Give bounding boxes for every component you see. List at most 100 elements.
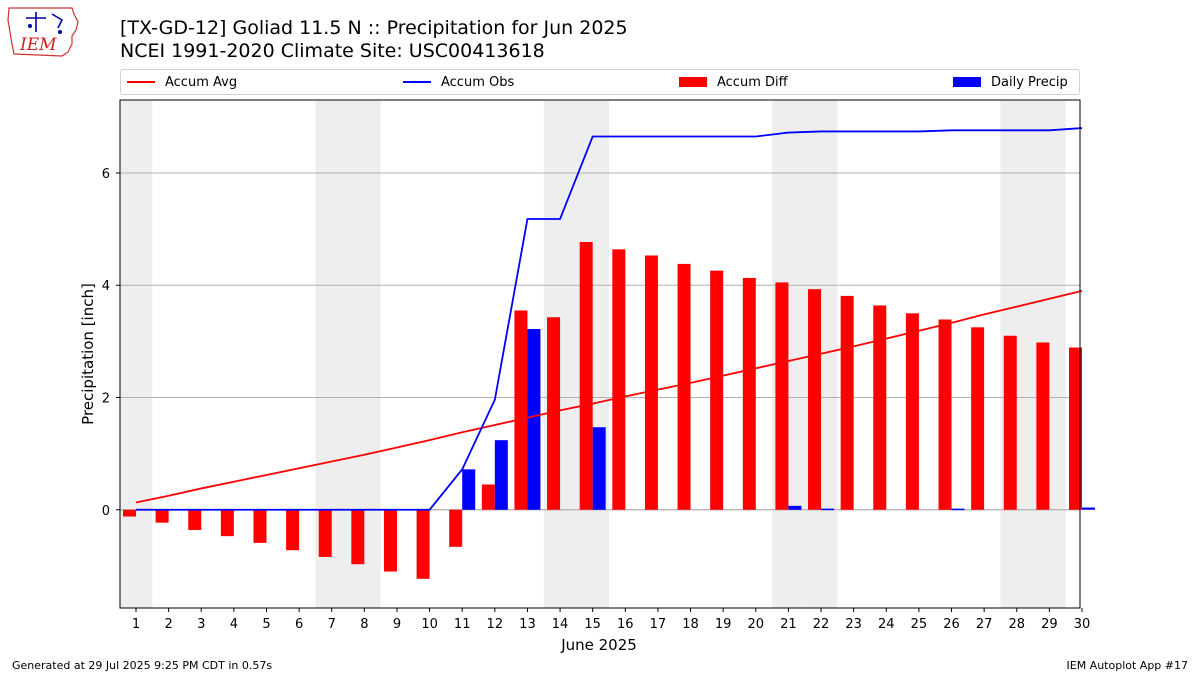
accum-diff-bar bbox=[286, 509, 300, 551]
daily-precip-bar bbox=[592, 427, 606, 510]
daily-precip-bar bbox=[462, 469, 476, 510]
accum-diff-bar bbox=[873, 305, 887, 510]
accum-diff-bar bbox=[1003, 335, 1017, 510]
daily-precip-bar bbox=[821, 508, 835, 511]
x-tick-label: 12 bbox=[487, 617, 504, 632]
x-tick-label: 20 bbox=[748, 617, 765, 632]
accum-diff-bar bbox=[742, 277, 756, 510]
legend-item-accum-avg: Accum Avg bbox=[127, 70, 237, 94]
plot-border bbox=[119, 99, 1081, 609]
daily-precip-bar bbox=[494, 440, 508, 510]
legend-swatch-accum-diff bbox=[679, 77, 707, 87]
accum-obs-line bbox=[136, 127, 1083, 511]
x-tick-label: 28 bbox=[1008, 617, 1025, 632]
legend-label-accum-avg: Accum Avg bbox=[165, 74, 238, 90]
daily-precip-bar bbox=[527, 329, 541, 510]
y-axis-ticks: 0 2 4 6 bbox=[102, 167, 120, 519]
accum-diff-bar bbox=[905, 313, 919, 510]
legend-swatch-daily-precip bbox=[953, 77, 981, 87]
legend-swatch-accum-avg bbox=[127, 81, 155, 83]
accum-diff-bar bbox=[188, 509, 202, 530]
accum-diff-bar bbox=[710, 270, 724, 510]
accum-diff-bar bbox=[155, 509, 169, 523]
x-tick-label: 25 bbox=[911, 617, 928, 632]
iem-logo: IEM bbox=[6, 4, 82, 60]
title-line-2: NCEI 1991-2020 Climate Site: USC00413618 bbox=[120, 40, 545, 62]
accum-diff-bar bbox=[318, 509, 332, 557]
bar-marks bbox=[123, 242, 1095, 579]
x-tick-label: 7 bbox=[328, 617, 336, 632]
x-tick-label: 6 bbox=[295, 617, 303, 632]
x-axis-label: June 2025 bbox=[560, 636, 637, 654]
chart-legend: Accum Avg Accum Obs Accum Diff Daily Pre… bbox=[120, 69, 1080, 95]
x-tick-label: 2 bbox=[164, 617, 172, 632]
accum-diff-bar bbox=[579, 242, 593, 510]
x-tick-label: 14 bbox=[552, 617, 569, 632]
x-tick-label: 15 bbox=[584, 617, 601, 632]
daily-precip-bar bbox=[951, 508, 965, 511]
legend-item-accum-diff: Accum Diff bbox=[679, 70, 788, 94]
x-tick-label: 23 bbox=[845, 617, 862, 632]
daily-precip-bar bbox=[788, 505, 802, 510]
x-tick-label: 11 bbox=[454, 617, 471, 632]
x-tick-label: 16 bbox=[617, 617, 634, 632]
iowa-map-icon: IEM bbox=[7, 7, 79, 57]
accum-diff-bar bbox=[220, 509, 234, 537]
generated-timestamp: Generated at 29 Jul 2025 9:25 PM CDT in … bbox=[12, 659, 273, 672]
accum-diff-bar bbox=[644, 255, 658, 510]
x-tick-label: 13 bbox=[519, 617, 536, 632]
legend-label-accum-diff: Accum Diff bbox=[717, 74, 788, 90]
legend-item-accum-obs: Accum Obs bbox=[403, 70, 514, 94]
x-tick-label: 17 bbox=[650, 617, 667, 632]
accum-diff-bar bbox=[1069, 347, 1082, 510]
accum-diff-bar bbox=[677, 263, 691, 510]
x-tick-label: 8 bbox=[360, 617, 368, 632]
accum-diff-bar bbox=[840, 295, 854, 510]
x-tick-label: 9 bbox=[393, 617, 401, 632]
app-credit: IEM Autoplot App #17 bbox=[1066, 659, 1189, 672]
chart-title: [TX-GD-12] Goliad 11.5 N :: Precipitatio… bbox=[120, 17, 628, 63]
y-tick-label: 4 bbox=[102, 279, 110, 294]
legend-swatch-accum-obs bbox=[403, 81, 431, 83]
accum-diff-bar bbox=[1036, 342, 1050, 510]
accum-diff-bar bbox=[449, 509, 463, 547]
accum-diff-bar bbox=[612, 249, 626, 510]
x-tick-label: 19 bbox=[715, 617, 732, 632]
plot-frame bbox=[119, 99, 1081, 609]
x-tick-label: 26 bbox=[943, 617, 960, 632]
x-tick-label: 30 bbox=[1074, 617, 1091, 632]
x-tick-label: 4 bbox=[230, 617, 238, 632]
accum-diff-bar bbox=[971, 327, 985, 510]
accum-diff-bar bbox=[808, 289, 822, 510]
x-tick-label: 3 bbox=[197, 617, 205, 632]
daily-precip-bar bbox=[1082, 507, 1095, 510]
x-tick-label: 24 bbox=[878, 617, 895, 632]
accum-diff-bar bbox=[775, 282, 789, 510]
y-axis-label: Precipitation [inch] bbox=[79, 283, 97, 425]
accum-diff-bar bbox=[481, 484, 495, 510]
x-tick-label: 29 bbox=[1041, 617, 1058, 632]
x-tick-label: 21 bbox=[780, 617, 797, 632]
accum-diff-bar bbox=[514, 310, 528, 510]
legend-label-accum-obs: Accum Obs bbox=[441, 74, 515, 90]
accum-diff-bar bbox=[351, 509, 365, 565]
x-tick-label: 18 bbox=[682, 617, 699, 632]
x-tick-label: 10 bbox=[421, 617, 438, 632]
accum-diff-bar bbox=[383, 509, 397, 572]
accum-avg-line bbox=[135, 289, 1083, 504]
y-tick-label: 2 bbox=[102, 392, 110, 407]
weekend-shading bbox=[120, 100, 1066, 608]
line-marks bbox=[135, 127, 1083, 511]
weekend-shade bbox=[120, 100, 153, 608]
accum-diff-bar bbox=[547, 317, 561, 510]
y-tick-label: 0 bbox=[102, 504, 110, 519]
legend-label-daily-precip: Daily Precip bbox=[991, 74, 1068, 90]
accum-diff-bar bbox=[253, 509, 267, 543]
accum-diff-bar bbox=[123, 509, 136, 517]
title-line-1: [TX-GD-12] Goliad 11.5 N :: Precipitatio… bbox=[120, 17, 628, 39]
legend-item-daily-precip: Daily Precip bbox=[953, 70, 1068, 94]
accum-diff-bar bbox=[938, 319, 952, 510]
x-axis-ticks: 1 2 3 4 5 6 7 8 9 10 11 12 13 14 15 16 17 18 19 20 21 22 23 24 2… bbox=[132, 608, 1090, 632]
x-tick-label: 27 bbox=[976, 617, 993, 632]
